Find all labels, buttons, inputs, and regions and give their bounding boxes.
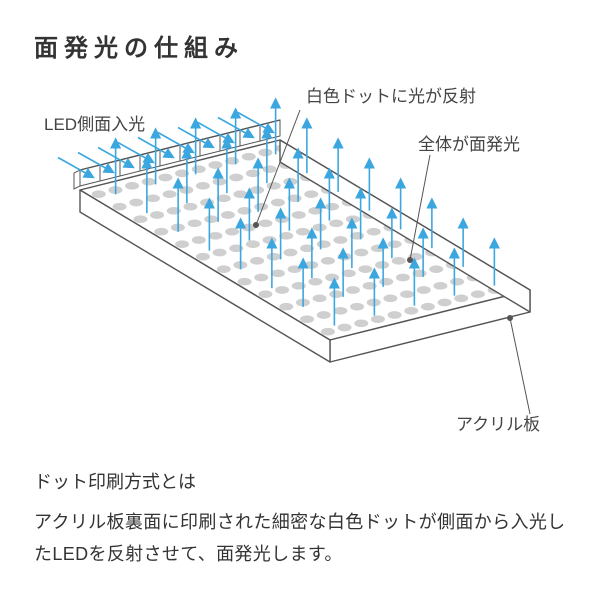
label-surface-emit: 全体が面発光 <box>418 130 520 155</box>
label-dot-reflect: 白色ドットに光が反射 <box>306 82 476 107</box>
label-acrylic: アクリル板 <box>456 410 540 435</box>
description-text: アクリル板裏面に印刷された細密な白色ドットが側面から入光したLEDを反射させて、… <box>34 506 566 571</box>
subheading: ドット印刷方式とは <box>34 468 196 494</box>
label-led-side-in: LED側面入光 <box>44 110 145 135</box>
